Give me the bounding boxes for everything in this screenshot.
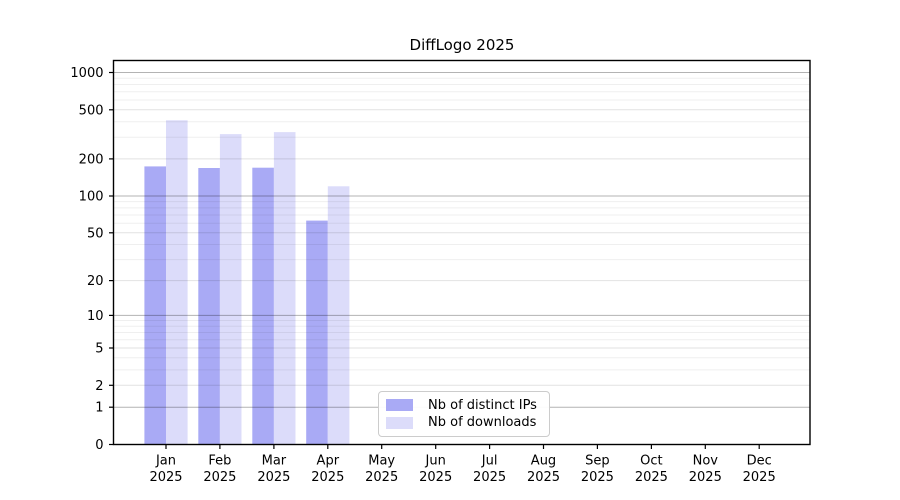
y-tick-label: 20: [87, 274, 104, 289]
legend-item-distinct-ips: Nb of distinct IPs: [386, 397, 537, 414]
y-tick-label: 200: [79, 152, 104, 167]
y-tick-label: 50: [87, 226, 104, 241]
legend-item-downloads: Nb of downloads: [386, 415, 537, 432]
bar-mar-downloads: [273, 132, 296, 445]
x-tick-label: Apr 2025: [311, 454, 344, 486]
legend: Nb of distinct IPs Nb of downloads: [378, 391, 550, 437]
y-tick-label: 0: [95, 438, 103, 453]
x-tick-label: Jul 2025: [473, 454, 506, 486]
grid: [113, 72, 810, 408]
legend-label-downloads: Nb of downloads: [428, 415, 537, 431]
y-tick-label: 1: [95, 401, 103, 416]
bar-mar-distinct-ips: [252, 167, 274, 445]
y-tick-label: 100: [79, 190, 104, 205]
x-tick-label: May 2025: [365, 454, 398, 486]
legend-swatch-distinct-ips: [386, 399, 413, 412]
bar-feb-distinct-ips: [198, 168, 220, 445]
chart-title: DiffLogo 2025: [409, 36, 515, 54]
x-tick-label: Jan 2025: [149, 454, 182, 486]
x-tick-label: Jun 2025: [419, 454, 452, 486]
y-tick-label: 2: [95, 379, 103, 394]
x-tick-label: Feb 2025: [203, 454, 236, 486]
bar-feb-downloads: [219, 134, 242, 445]
plot-border: [112, 59, 811, 446]
legend-swatch-downloads: [386, 416, 413, 429]
x-tick-label: Sep 2025: [581, 454, 614, 486]
bar-jan-downloads: [166, 120, 188, 445]
x-tick-label: Aug 2025: [527, 454, 560, 486]
x-tick-label: Dec 2025: [743, 454, 776, 486]
x-tick-label: Nov 2025: [689, 454, 722, 486]
y-tick-label: 1000: [70, 66, 103, 81]
legend-label-distinct-ips: Nb of distinct IPs: [428, 397, 537, 413]
x-tick-label: Mar 2025: [257, 454, 290, 486]
y-tick-label: 500: [79, 103, 104, 118]
bar-jan-distinct-ips: [144, 166, 166, 445]
x-tick-label: Oct 2025: [635, 454, 668, 486]
y-tick-label: 10: [87, 309, 104, 324]
y-tick-label: 5: [95, 342, 103, 357]
